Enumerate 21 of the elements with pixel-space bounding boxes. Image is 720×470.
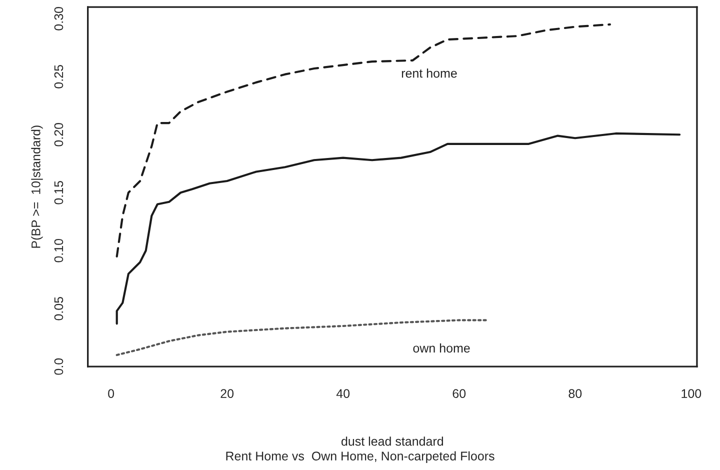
y-tick-label: 0.25 <box>54 65 64 88</box>
x-tick-label: 40 <box>336 389 350 398</box>
line-series <box>116 23 611 258</box>
y-axis-title: P(BP >= 10|standard) <box>31 126 43 248</box>
y-tick-label: 0.30 <box>54 6 64 30</box>
x-tick-label: 60 <box>452 389 466 398</box>
y-tick-label: 0.15 <box>54 180 64 204</box>
x-tick-label: 80 <box>568 389 582 398</box>
x-tick-label: 0 <box>108 389 114 398</box>
y-tick-label: 0.10 <box>54 238 64 262</box>
y-tick-label: 0.0 <box>54 358 64 375</box>
series-label: own home <box>413 343 470 353</box>
x-tick-label: 100 <box>682 389 702 398</box>
y-tick-label: 0.20 <box>54 122 64 146</box>
x-axis-title: dust lead standard <box>342 436 444 446</box>
y-tick-label: 0.05 <box>54 296 64 320</box>
line-series <box>116 132 681 325</box>
text: Rent Home vs Own Home, Non-carpeted Floors <box>226 451 494 463</box>
series-label: rent home <box>402 68 457 78</box>
x-tick-label: 20 <box>220 389 234 398</box>
line-series <box>116 319 490 356</box>
